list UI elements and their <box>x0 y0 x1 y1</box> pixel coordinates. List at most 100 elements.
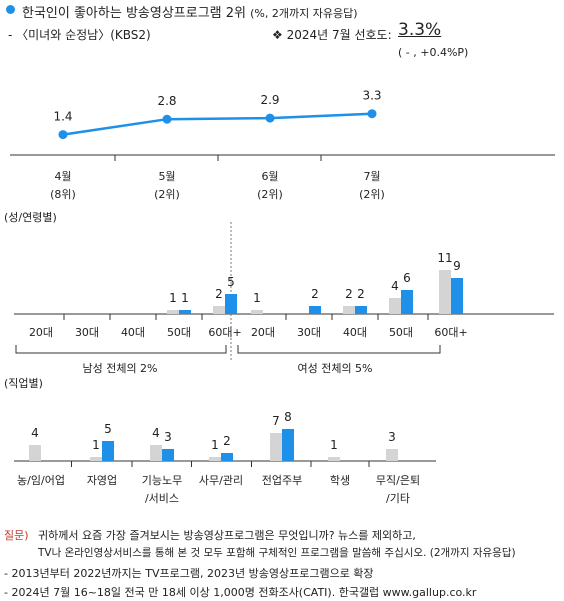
line-series <box>62 112 373 136</box>
question-label: 질문) <box>4 529 29 542</box>
occupation-bar-prev <box>386 449 398 461</box>
bar-prev-label: 4 <box>391 279 399 293</box>
group-caption: 남성 전체의 2% <box>82 362 157 375</box>
bar-curr <box>225 294 237 314</box>
bar-curr <box>451 278 463 314</box>
occupation-bar-prev <box>90 457 102 461</box>
line-x-sublabel: (2위) <box>154 188 180 201</box>
occupation-bar-curr <box>221 453 233 461</box>
occupation-bar-curr <box>282 429 294 461</box>
category-label: 40대 <box>121 326 145 339</box>
bar-curr <box>355 306 367 314</box>
category-label: 30대 <box>297 326 321 339</box>
bar-prev <box>439 270 451 314</box>
bar-prev <box>213 306 225 314</box>
occupation-curr-label: 3 <box>164 430 172 444</box>
note-1: - 2013년부터 2022년까지는 TV프로그램, 2023년 방송영상프로그… <box>4 567 374 580</box>
line-point <box>58 130 68 140</box>
bar-prev-label: 2 <box>215 287 223 301</box>
category-label: 30대 <box>75 326 99 339</box>
line-data-label: 2.9 <box>260 93 279 107</box>
occupation-bar-prev <box>150 445 162 461</box>
title-main: 한국인이 좋아하는 방송영상프로그램 2위 <box>22 6 246 21</box>
line-x-sublabel: (8위) <box>50 188 76 201</box>
bar-curr-label: 9 <box>453 259 461 273</box>
occupation-prev-label: 1 <box>330 438 338 452</box>
question-line-2: TV나 온라인영상서비스를 통해 본 것 모두 포함해 구체적인 프로그램을 말… <box>38 547 516 559</box>
occupation-category-label: 농/임/어업 <box>17 474 65 487</box>
preference-label: ❖ 2024년 7월 선호도: <box>272 28 392 42</box>
occupation-category-label: /기타 <box>386 492 410 505</box>
bar-curr-label: 6 <box>403 271 411 285</box>
bar-prev-label: 2 <box>345 287 353 301</box>
line-data-label: 3.3 <box>362 89 381 103</box>
category-label: 20대 <box>29 326 53 339</box>
title-note: (%, 2개까지 자유응답) <box>250 7 358 20</box>
bar-prev-label: 1 <box>169 291 177 305</box>
bar-curr-label: 1 <box>181 291 189 305</box>
category-label: 50대 <box>167 326 191 339</box>
occupation-curr-label: 8 <box>284 410 292 424</box>
occupation-bar-curr <box>162 449 174 461</box>
occupation-category-label: /서비스 <box>145 492 179 505</box>
bar-curr <box>401 290 413 314</box>
category-label: 60대+ <box>434 326 467 339</box>
occupation-prev-label: 1 <box>211 438 219 452</box>
group-bracket <box>15 345 227 354</box>
occupation-prev-label: 4 <box>31 426 39 440</box>
occupation-bar-curr <box>102 441 114 461</box>
bar-curr <box>179 310 191 314</box>
occupation-bar-prev <box>209 457 221 461</box>
occupation-category-label: 자영업 <box>87 474 117 487</box>
occupation-prev-label: 3 <box>388 430 396 444</box>
bar-curr <box>309 306 321 314</box>
line-x-sublabel: (2위) <box>359 188 385 201</box>
preference-change: ( - , +0.4%P) <box>398 46 469 59</box>
preference-value: 3.3% <box>398 20 442 40</box>
bar-prev <box>167 310 179 314</box>
line-point <box>162 114 172 124</box>
occupation-category-label: 학생 <box>330 474 350 487</box>
section-label-gender-age: (성/연령별) <box>4 211 57 224</box>
section-label-occupation: (직업별) <box>4 377 43 390</box>
occupation-bar-prev <box>270 433 282 461</box>
bar-curr-label: 2 <box>357 287 365 301</box>
category-label: 40대 <box>343 326 367 339</box>
program-name: - 〈미녀와 순정남〉(KBS2) <box>8 28 151 42</box>
bar-prev <box>389 298 401 314</box>
group-caption: 여성 전체의 5% <box>297 362 372 375</box>
group-bracket <box>237 345 441 354</box>
bar-curr-label: 5 <box>227 275 235 289</box>
line-x-label: 7월 <box>363 170 380 183</box>
chart-title: 한국인이 좋아하는 방송영상프로그램 2위 (%, 2개까지 자유응답) <box>22 2 358 21</box>
bar-prev-label: 1 <box>253 291 261 305</box>
occupation-prev-label: 7 <box>272 414 280 428</box>
line-data-label: 2.8 <box>157 94 176 108</box>
bar-prev <box>343 306 355 314</box>
line-x-label: 5월 <box>158 170 175 183</box>
occupation-bar-prev <box>328 457 340 461</box>
line-x-label: 6월 <box>261 170 278 183</box>
occupation-category-label: 사무/관리 <box>199 474 243 487</box>
occupation-category-label: 기능노무 <box>142 474 182 487</box>
occupation-prev-label: 4 <box>152 426 160 440</box>
question-line-1: 귀하께서 요즘 가장 즐겨보시는 방송영상프로그램은 무엇입니까? 뉴스를 제외… <box>38 529 416 542</box>
line-data-label: 1.4 <box>53 110 72 124</box>
occupation-prev-label: 1 <box>92 438 100 452</box>
bar-curr-label: 2 <box>311 287 319 301</box>
occupation-category-label: 무직/은퇴 <box>376 474 420 487</box>
category-label: 50대 <box>389 326 413 339</box>
note-2: - 2024년 7월 16~18일 전국 만 18세 이상 1,000명 전화조… <box>4 586 477 599</box>
bar-prev <box>251 310 263 314</box>
category-label: 60대+ <box>208 326 241 339</box>
line-point <box>367 109 377 119</box>
occupation-curr-label: 2 <box>223 434 231 448</box>
line-x-label: 4월 <box>54 170 71 183</box>
occupation-bar-prev <box>29 445 41 461</box>
line-x-sublabel: (2위) <box>257 188 283 201</box>
category-label: 20대 <box>251 326 275 339</box>
bar-prev-label: 11 <box>437 251 452 265</box>
occupation-curr-label: 5 <box>104 422 112 436</box>
occupation-category-label: 전업주부 <box>262 474 302 487</box>
